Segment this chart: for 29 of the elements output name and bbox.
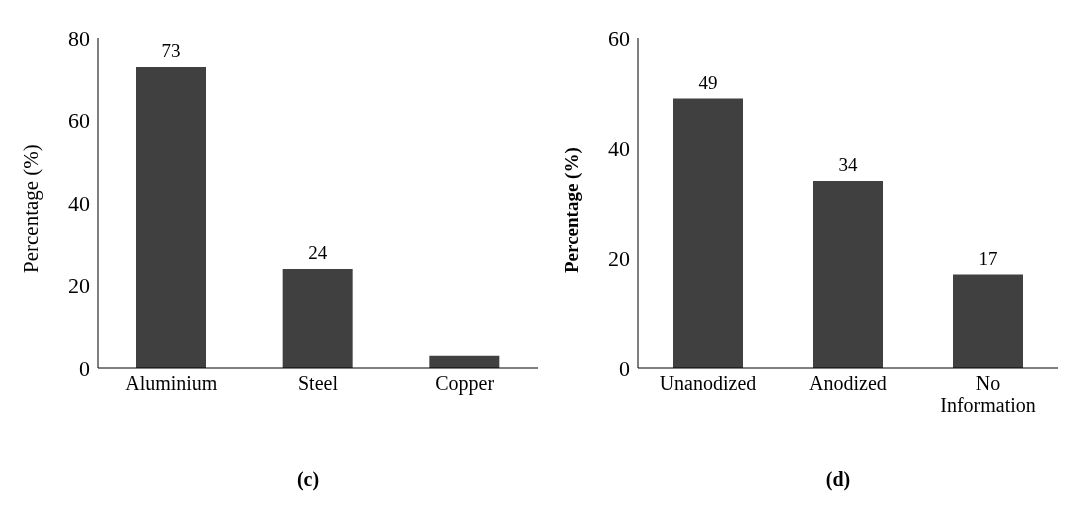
x-tick-label: Aluminium (125, 372, 218, 394)
y-tick-label: 40 (68, 190, 90, 216)
bar (673, 98, 743, 368)
data-label: 17 (978, 247, 998, 269)
y-tick-label: 60 (608, 25, 630, 51)
y-tick-label: 0 (79, 355, 90, 381)
bar (136, 66, 206, 368)
x-tick-label: Steel (298, 372, 339, 394)
y-axis-title: Percentage (%) (560, 147, 583, 273)
data-label: 73 (161, 39, 181, 61)
x-tick-label: Copper (435, 372, 495, 395)
x-tick-label: Unanodized (659, 372, 757, 394)
bar (282, 269, 353, 368)
bar (953, 274, 1023, 368)
y-tick-label: 60 (68, 108, 90, 134)
y-tick-label: 0 (619, 355, 630, 381)
y-axis-title: Percentage (%) (19, 144, 44, 273)
data-label: 24 (308, 242, 328, 263)
bar (813, 181, 883, 368)
y-tick-label: 40 (608, 135, 630, 161)
x-tick-label: No Information (940, 372, 1036, 416)
y-tick-label: 80 (68, 25, 90, 51)
x-tick-label: Anodized (809, 372, 887, 394)
data-label: 34 (838, 154, 858, 175)
text: (c) (295, 468, 321, 491)
data-label: 49 (698, 71, 718, 93)
y-tick-label: 20 (608, 245, 630, 271)
y-tick-label: 20 (68, 273, 90, 299)
text: (d) (824, 468, 852, 491)
